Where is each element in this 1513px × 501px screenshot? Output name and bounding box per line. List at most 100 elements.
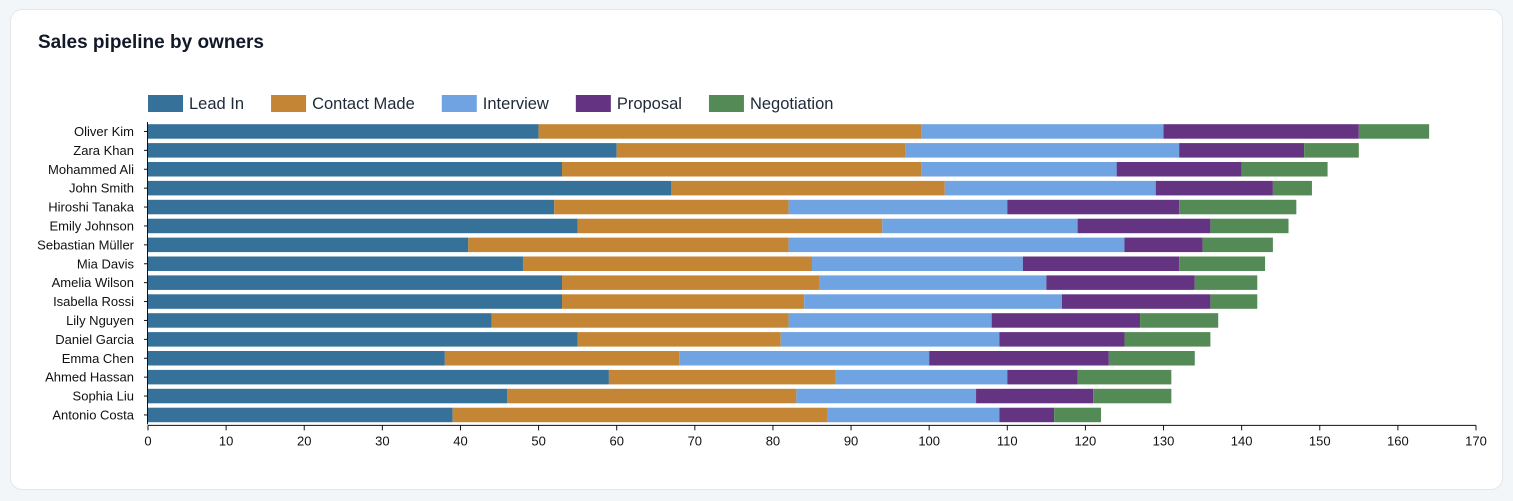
bar-ahmed-hassan-contact-made — [608, 369, 836, 385]
bar-sophia-liu-lead-in — [148, 388, 508, 404]
bar-antonio-costa-negotiation — [1054, 407, 1102, 423]
bar-lily-nguyen-contact-made — [491, 313, 789, 328]
bar-mia-davis-proposal — [1022, 256, 1180, 271]
bar-daniel-garcia-lead-in — [148, 332, 578, 347]
x-tick-label-30: 30 — [375, 433, 389, 448]
bar-amelia-wilson-negotiation — [1194, 275, 1258, 290]
bar-amelia-wilson-contact-made — [562, 275, 820, 290]
bar-john-smith-negotiation — [1272, 180, 1312, 196]
bar-mia-davis-contact-made — [522, 256, 812, 271]
bar-isabella-rossi-interview — [804, 294, 1062, 309]
y-tick-label-ahmed-hassan: Ahmed Hassan — [45, 370, 134, 385]
x-tick-label-80: 80 — [766, 433, 780, 448]
bar-zara-khan-contact-made — [616, 143, 906, 158]
x-tick-label-50: 50 — [531, 433, 545, 448]
bar-ahmed-hassan-proposal — [1007, 369, 1078, 385]
y-tick-label-hiroshi-tanaka: Hiroshi Tanaka — [48, 200, 135, 215]
x-tick-label-110: 110 — [997, 433, 1018, 448]
bar-hiroshi-tanaka-interview — [788, 199, 1008, 215]
y-tick-label-sebastian-muller: Sebastian Müller — [37, 237, 134, 252]
bar-emily-johnson-interview — [882, 218, 1078, 234]
bar-lily-nguyen-lead-in — [148, 313, 492, 328]
bar-ahmed-hassan-negotiation — [1077, 369, 1172, 385]
y-tick-label-emily-johnson: Emily Johnson — [49, 218, 134, 233]
bar-hiroshi-tanaka-negotiation — [1179, 199, 1297, 215]
bar-sebastian-muller-interview — [788, 237, 1125, 253]
y-tick-label-mohammed-ali: Mohammed Ali — [48, 162, 134, 177]
bar-oliver-kim-proposal — [1163, 124, 1359, 139]
bar-zara-khan-lead-in — [148, 143, 617, 158]
x-tick-label-60: 60 — [609, 433, 623, 448]
bar-antonio-costa-proposal — [999, 407, 1055, 423]
legend-swatch-proposal — [575, 95, 611, 112]
bar-hiroshi-tanaka-contact-made — [554, 199, 789, 215]
bar-ahmed-hassan-interview — [835, 369, 1008, 385]
bar-sophia-liu-contact-made — [507, 388, 797, 404]
y-tick-label-antonio-costa: Antonio Costa — [52, 407, 134, 422]
bar-mia-davis-negotiation — [1179, 256, 1266, 271]
bar-mohammed-ali-negotiation — [1241, 162, 1328, 177]
bar-sophia-liu-interview — [796, 388, 977, 404]
bar-antonio-costa-lead-in — [148, 407, 453, 423]
bar-isabella-rossi-lead-in — [148, 294, 563, 309]
bar-emily-johnson-proposal — [1077, 218, 1211, 234]
bar-lily-nguyen-interview — [788, 313, 992, 328]
bar-sophia-liu-proposal — [976, 388, 1094, 404]
x-tick-label-160: 160 — [1387, 433, 1409, 448]
bar-emma-chen-proposal — [929, 351, 1109, 366]
bar-emma-chen-interview — [679, 351, 930, 366]
bar-daniel-garcia-proposal — [999, 332, 1125, 347]
bar-oliver-kim-interview — [921, 124, 1164, 139]
bar-mohammed-ali-proposal — [1116, 162, 1242, 177]
legend-label-proposal: Proposal — [617, 95, 682, 113]
y-tick-label-mia-davis: Mia Davis — [77, 256, 135, 271]
chart-bars — [148, 124, 1430, 423]
legend-label-contact-made: Contact Made — [312, 95, 415, 113]
y-tick-label-john-smith: John Smith — [69, 181, 134, 196]
bar-mohammed-ali-lead-in — [148, 162, 563, 177]
bar-john-smith-lead-in — [148, 180, 672, 196]
bar-emma-chen-negotiation — [1108, 351, 1195, 366]
bar-oliver-kim-lead-in — [148, 124, 539, 139]
x-tick-label-0: 0 — [144, 433, 151, 448]
x-tick-label-130: 130 — [1153, 433, 1175, 448]
x-tick-label-70: 70 — [688, 433, 702, 448]
legend-label-interview: Interview — [483, 95, 549, 113]
bar-john-smith-contact-made — [671, 180, 945, 196]
bar-mia-davis-interview — [812, 256, 1023, 271]
y-tick-label-sophia-liu: Sophia Liu — [73, 389, 134, 404]
bar-isabella-rossi-contact-made — [562, 294, 805, 309]
bar-emma-chen-lead-in — [148, 351, 445, 366]
x-tick-label-90: 90 — [844, 433, 858, 448]
bar-emily-johnson-negotiation — [1210, 218, 1289, 234]
x-tick-label-150: 150 — [1309, 433, 1331, 448]
bar-sophia-liu-negotiation — [1093, 388, 1172, 404]
bar-lily-nguyen-negotiation — [1140, 313, 1219, 328]
legend-swatch-interview — [441, 95, 477, 112]
legend-label-lead-in: Lead In — [189, 95, 244, 113]
bar-sebastian-muller-proposal — [1124, 237, 1203, 253]
bar-emily-johnson-contact-made — [577, 218, 883, 234]
bar-isabella-rossi-proposal — [1061, 294, 1211, 309]
bar-daniel-garcia-contact-made — [577, 332, 781, 347]
y-tick-label-lily-nguyen: Lily Nguyen — [66, 313, 134, 328]
bar-emma-chen-contact-made — [444, 351, 680, 366]
bar-antonio-costa-interview — [827, 407, 1000, 423]
bar-ahmed-hassan-lead-in — [148, 369, 609, 385]
bar-hiroshi-tanaka-proposal — [1007, 199, 1180, 215]
bar-emily-johnson-lead-in — [148, 218, 578, 234]
bar-john-smith-proposal — [1155, 180, 1273, 196]
bar-daniel-garcia-interview — [780, 332, 1000, 347]
y-tick-label-isabella-rossi: Isabella Rossi — [53, 294, 134, 309]
x-tick-label-40: 40 — [453, 433, 467, 448]
y-tick-label-emma-chen: Emma Chen — [62, 351, 134, 366]
bar-oliver-kim-negotiation — [1358, 124, 1430, 139]
bar-zara-khan-proposal — [1179, 143, 1305, 158]
y-tick-label-amelia-wilson: Amelia Wilson — [52, 275, 134, 290]
x-axis: 0 10 20 30 40 50 60 70 80 90 100 110 120 130 140 150 160… — [144, 424, 1487, 448]
y-axis: Oliver Kim Zara Khan Mohammed Ali John Smit… — [37, 122, 148, 425]
x-tick-label-10: 10 — [219, 433, 233, 448]
bar-sebastian-muller-negotiation — [1202, 237, 1273, 253]
chart-legend: Lead In Contact Made Interview Proposal Nego… — [148, 95, 833, 113]
